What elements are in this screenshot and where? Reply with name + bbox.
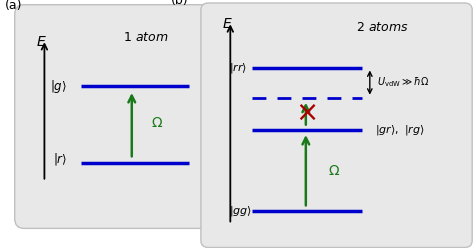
Text: $\times$: $\times$ [295,98,317,126]
Text: $E$: $E$ [222,17,233,31]
Text: $\bf{\it{2\ atoms}}$: $\bf{\it{2\ atoms}}$ [356,22,409,34]
Text: $E$: $E$ [36,35,47,49]
Text: $|r\rangle$: $|r\rangle$ [53,151,67,167]
Text: $\Omega$: $\Omega$ [151,116,163,130]
Text: (a): (a) [5,0,22,12]
Text: $U_{\rm vdW} \gg \hbar\Omega$: $U_{\rm vdW} \gg \hbar\Omega$ [377,76,430,90]
Text: $|g\rangle$: $|g\rangle$ [50,78,67,94]
Text: $\Omega$: $\Omega$ [328,164,340,178]
Text: $|gr\rangle,\ |rg\rangle$: $|gr\rangle,\ |rg\rangle$ [375,123,425,137]
FancyBboxPatch shape [201,3,472,248]
Text: $\bf{\it{1\ atom}}$: $\bf{\it{1\ atom}}$ [123,31,169,44]
Text: $|rr\rangle$: $|rr\rangle$ [229,61,247,75]
Text: (b): (b) [171,0,188,7]
Text: $|gg\rangle$: $|gg\rangle$ [229,204,252,217]
FancyBboxPatch shape [15,5,213,228]
